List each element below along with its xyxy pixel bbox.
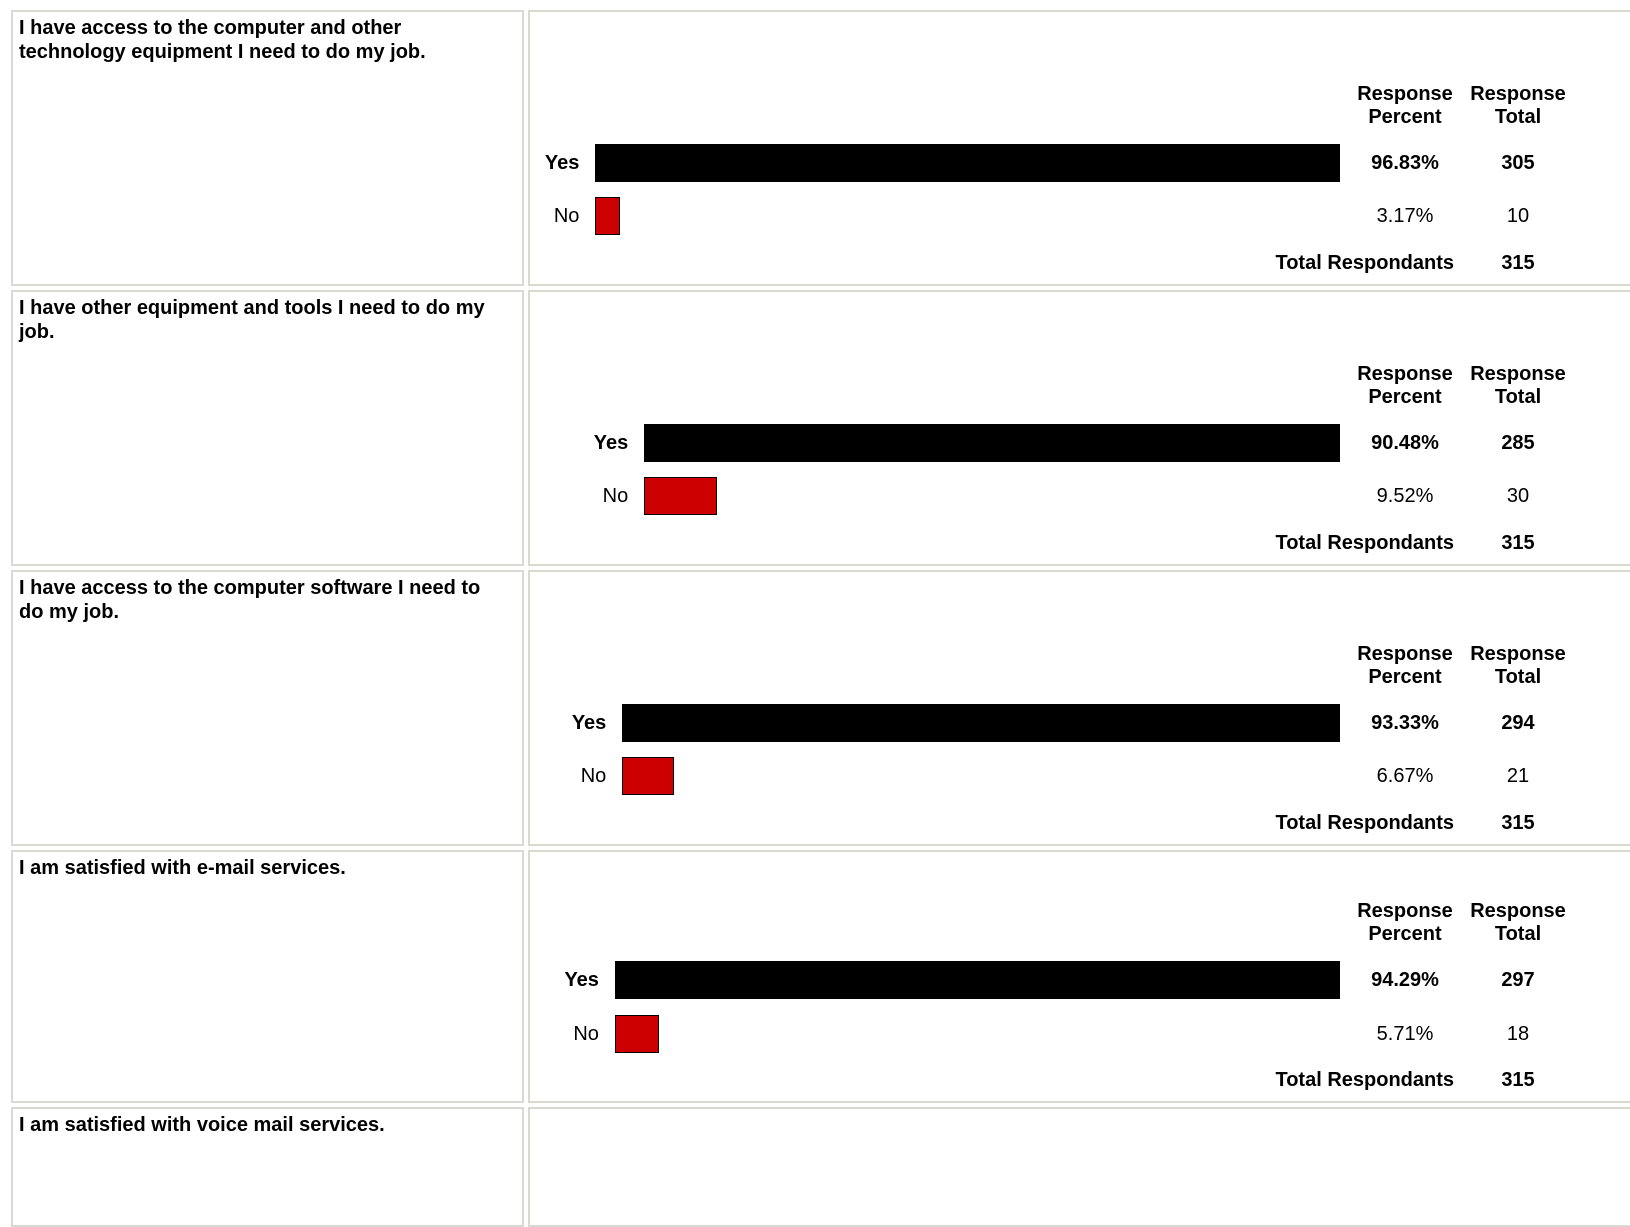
header-line: Total [1494, 106, 1542, 128]
category-label-yes: Yes [571, 712, 607, 734]
header-line: Total [1494, 666, 1542, 688]
bar-no [614, 1015, 659, 1053]
count-value-no: 21 [1506, 765, 1530, 787]
chart-cell [528, 1107, 1630, 1227]
bar-yes [614, 961, 1340, 999]
percent-value-yes: 94.29% [1371, 969, 1439, 991]
category-label-no: No [602, 485, 629, 507]
category-label-no: No [573, 1023, 599, 1045]
response-percent-header: Response Percent [1345, 643, 1465, 689]
question-text: I have access to the computer software I… [19, 577, 481, 623]
category-label-no: No [580, 765, 607, 787]
header-line: Response [1470, 363, 1566, 385]
bar-yes [644, 424, 1340, 462]
count-value-yes: 297 [1501, 969, 1535, 991]
question-cell: I have access to the computer software I… [11, 570, 524, 846]
percent-value-no: 3.17% [1376, 205, 1434, 227]
count-value-no: 30 [1506, 485, 1530, 507]
percent-value-yes: 96.83% [1371, 152, 1439, 174]
header-line: Response [1357, 900, 1453, 922]
category-label-no: No [553, 205, 580, 227]
total-respondants-label: Total Respondants [1275, 812, 1454, 834]
total-respondants-value: 315 [1501, 532, 1535, 554]
question-row: I have access to the computer and other … [0, 10, 1630, 286]
bar-yes [595, 144, 1340, 182]
question-cell: I am satisfied with e-mail services. [11, 850, 524, 1103]
percent-value-no: 5.71% [1376, 1023, 1434, 1045]
question-text: I am satisfied with e-mail services. [19, 857, 346, 879]
header-line: Total [1494, 386, 1542, 408]
count-value-yes: 285 [1501, 432, 1535, 454]
question-text: I am satisfied with voice mail services. [19, 1114, 385, 1136]
percent-value-yes: 93.33% [1371, 712, 1439, 734]
header-line: Percent [1368, 923, 1442, 945]
header-line: Response [1470, 643, 1566, 665]
response-total-header: Response Total [1458, 363, 1578, 409]
total-respondants-label: Total Respondants [1275, 252, 1454, 274]
category-label-yes: Yes [564, 969, 599, 991]
header-line: Percent [1368, 666, 1442, 688]
question-cell: I am satisfied with voice mail services. [11, 1107, 524, 1227]
response-percent-header: Response Percent [1345, 363, 1465, 409]
bar-yes [622, 704, 1340, 742]
header-line: Response [1357, 83, 1453, 105]
percent-value-no: 9.52% [1376, 485, 1434, 507]
response-percent-header: Response Percent [1345, 900, 1465, 946]
count-value-yes: 305 [1501, 152, 1535, 174]
total-respondants-value: 315 [1501, 252, 1535, 274]
bar-no [622, 757, 674, 795]
header-line: Response [1470, 83, 1566, 105]
chart-cell: Response Percent Response Total Yes 94.29%… [528, 850, 1630, 1103]
header-line: Response [1357, 643, 1453, 665]
count-value-no: 18 [1506, 1023, 1530, 1045]
chart-cell: Response Percent Response Total Yes 90.48%… [528, 290, 1630, 566]
total-respondants-label: Total Respondants [1275, 1069, 1454, 1091]
chart-cell: Response Percent Response Total Yes 93.33%… [528, 570, 1630, 846]
question-text: I have access to the computer and other … [19, 17, 426, 63]
header-line: Percent [1368, 106, 1442, 128]
response-total-header: Response Total [1458, 83, 1578, 129]
header-line: Response [1357, 363, 1453, 385]
count-value-yes: 294 [1501, 712, 1535, 734]
header-line: Total [1494, 923, 1542, 945]
bar-no [595, 197, 620, 235]
question-row: I have access to the computer software I… [0, 570, 1630, 846]
question-row: I have other equipment and tools I need … [0, 290, 1630, 566]
response-total-header: Response Total [1458, 900, 1578, 946]
question-row: I am satisfied with e-mail services. Res… [0, 850, 1630, 1103]
percent-value-no: 6.67% [1376, 765, 1434, 787]
count-value-no: 10 [1506, 205, 1530, 227]
question-row: I am satisfied with voice mail services. [0, 1107, 1630, 1227]
question-cell: I have other equipment and tools I need … [11, 290, 524, 566]
total-respondants-value: 315 [1501, 812, 1535, 834]
question-text: I have other equipment and tools I need … [19, 297, 485, 343]
total-respondants-label: Total Respondants [1275, 532, 1454, 554]
question-cell: I have access to the computer and other … [11, 10, 524, 286]
header-line: Response [1470, 900, 1566, 922]
bar-no [644, 477, 718, 515]
percent-value-yes: 90.48% [1371, 432, 1439, 454]
response-percent-header: Response Percent [1345, 83, 1465, 129]
total-respondants-value: 315 [1501, 1069, 1535, 1091]
header-line: Percent [1368, 386, 1442, 408]
category-label-yes: Yes [593, 432, 629, 454]
chart-cell: Response Percent Response Total Yes 96.83%… [528, 10, 1630, 286]
category-label-yes: Yes [544, 152, 580, 174]
response-total-header: Response Total [1458, 643, 1578, 689]
